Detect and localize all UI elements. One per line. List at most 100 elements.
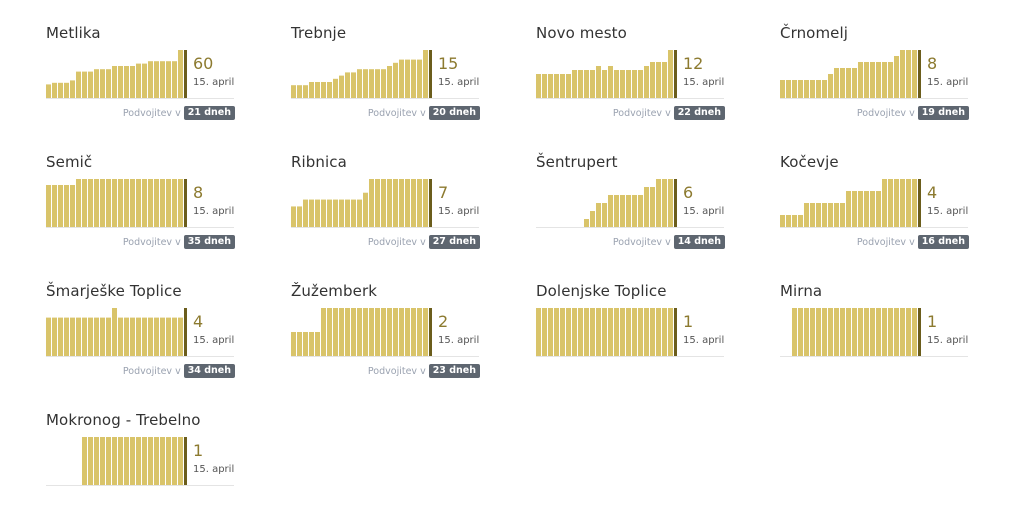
- bar: [88, 437, 93, 485]
- doubling-prefix: Podvojitev v: [612, 107, 671, 119]
- bar: [381, 308, 386, 356]
- bar: [411, 179, 416, 227]
- bar: [560, 74, 565, 98]
- bar: [602, 203, 607, 227]
- bar: [656, 308, 661, 356]
- bar: [393, 62, 398, 98]
- bar: [798, 308, 803, 356]
- bar: [786, 215, 791, 227]
- doubling-prefix: Podvojitev v: [367, 365, 426, 377]
- latest-date: 15. april: [193, 464, 235, 475]
- bar: [584, 308, 589, 356]
- bar: [668, 50, 673, 98]
- municipality-title: Trebnje: [291, 24, 347, 42]
- latest-marker: [184, 308, 187, 356]
- municipality-title: Žužemberk: [291, 282, 378, 300]
- bar: [876, 191, 881, 227]
- doubling-prefix: Podvojitev v: [367, 107, 426, 119]
- bar: [393, 179, 398, 227]
- municipality-card: Žužemberk 2 15. april Podvojitev v 23 dneh: [291, 282, 481, 382]
- latest-value: 1: [683, 312, 694, 331]
- latest-value: 8: [927, 54, 938, 73]
- bar: [76, 317, 81, 356]
- bar: [608, 308, 613, 356]
- bar: [423, 308, 428, 356]
- bar: [804, 203, 809, 227]
- doubling-badge: 14 dneh: [673, 235, 725, 249]
- bar: [900, 179, 905, 227]
- bar: [130, 317, 135, 356]
- bar: [554, 74, 559, 98]
- bar: [810, 203, 815, 227]
- municipality-card: Šentrupert 6 15. april Podvojitev v 14 dneh: [536, 153, 726, 253]
- bar: [852, 68, 857, 98]
- bar: [160, 61, 165, 98]
- bar: [381, 179, 386, 227]
- bar: [58, 82, 63, 98]
- doubling-prefix: Podvojitev v: [856, 236, 915, 248]
- doubling-time: Podvojitev v 27 dneh: [368, 235, 480, 249]
- bar-chart: [46, 437, 234, 486]
- bar: [64, 317, 69, 356]
- bar: [548, 308, 553, 356]
- municipality-title: Dolenjske Toplice: [536, 282, 667, 300]
- bar: [840, 308, 845, 356]
- bar: [142, 63, 147, 98]
- bar: [614, 195, 619, 227]
- bar: [542, 308, 547, 356]
- bar: [100, 69, 105, 98]
- bar: [154, 317, 159, 356]
- bar: [303, 332, 308, 356]
- bar: [148, 61, 153, 98]
- bar-chart: [291, 308, 479, 357]
- municipality-title: Ribnica: [291, 153, 347, 171]
- municipality-card: Mirna 1 15. april: [780, 282, 970, 382]
- bar: [912, 179, 917, 227]
- bar: [828, 203, 833, 227]
- bar: [780, 80, 785, 98]
- bar: [632, 195, 637, 227]
- bar: [870, 62, 875, 98]
- bar: [620, 308, 625, 356]
- latest-marker: [918, 308, 921, 356]
- bar: [160, 179, 165, 227]
- bar: [52, 185, 57, 227]
- latest-value: 8: [193, 183, 204, 202]
- municipality-card: Trebnje 15 15. april Podvojitev v 20 dneh: [291, 24, 481, 124]
- bar: [291, 206, 296, 227]
- bar: [596, 203, 601, 227]
- bar-chart: [780, 308, 968, 357]
- bar: [291, 332, 296, 356]
- bar: [106, 317, 111, 356]
- bar: [297, 332, 302, 356]
- bar: [399, 179, 404, 227]
- latest-value: 6: [683, 183, 694, 202]
- bar: [106, 437, 111, 485]
- bar: [876, 308, 881, 356]
- bar: [834, 68, 839, 98]
- latest-value: 4: [193, 312, 204, 331]
- bar: [130, 66, 135, 98]
- bar: [792, 308, 797, 356]
- bar: [662, 179, 667, 227]
- bar: [130, 437, 135, 485]
- bar: [840, 203, 845, 227]
- bar: [166, 179, 171, 227]
- bar: [417, 59, 422, 98]
- bar: [46, 185, 51, 227]
- bar: [548, 74, 553, 98]
- bar: [864, 191, 869, 227]
- bar: [405, 308, 410, 356]
- bar: [94, 69, 99, 98]
- bar: [172, 437, 177, 485]
- latest-marker: [918, 50, 921, 98]
- bar: [632, 70, 637, 98]
- bar: [668, 179, 673, 227]
- bar: [644, 308, 649, 356]
- bar: [423, 179, 428, 227]
- bar-chart: [291, 179, 479, 228]
- latest-date: 15. april: [193, 335, 235, 346]
- bar: [656, 62, 661, 98]
- bar: [638, 70, 643, 98]
- bar: [118, 437, 123, 485]
